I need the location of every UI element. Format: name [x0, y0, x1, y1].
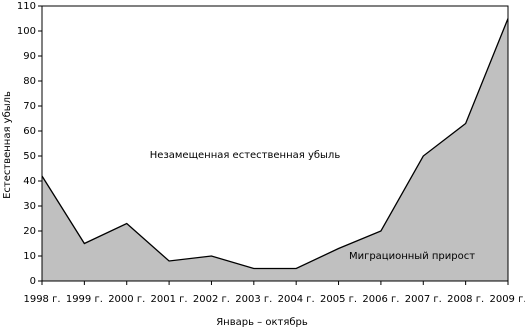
y-tick-label: 0	[30, 276, 36, 287]
x-tick-label: 2006 г.	[362, 294, 399, 305]
line	[41, 18, 509, 270]
x-tick-label: 2008 г.	[447, 294, 484, 305]
y-tick-label: 60	[23, 126, 36, 137]
area	[42, 18, 508, 281]
y-tick-label: 30	[23, 201, 36, 212]
y-tick-label: 10	[23, 251, 36, 262]
annotation: Миграционный прирост	[349, 251, 475, 262]
y-axis-label: Естественная убыль	[2, 91, 13, 199]
x-tick-label: 2004 г.	[278, 294, 315, 305]
x-tick-label: 2007 г.	[405, 294, 442, 305]
x-tick-label: 2005 г.	[320, 294, 357, 305]
y-tick-label: 90	[23, 51, 36, 62]
x-tick-label: 2001 г.	[151, 294, 188, 305]
y-tick-label: 110	[17, 1, 36, 12]
plot-frame	[41, 5, 509, 282]
y-tick-label: 40	[23, 176, 36, 187]
x-tick-label: 2009 г.	[489, 294, 525, 305]
x-tick-label: 2000 г.	[108, 294, 145, 305]
y-tick-label: 100	[17, 26, 36, 37]
x-tick-label: 1999 г.	[66, 294, 103, 305]
y-tick-label: 80	[23, 76, 36, 87]
y-tick-label: 50	[23, 151, 36, 162]
x-tick-label: 2003 г.	[235, 294, 272, 305]
y-tick-label: 20	[23, 226, 36, 237]
x-tick-label: 1998 г.	[23, 294, 60, 305]
x-axis-label: Январь – октябрь	[216, 317, 308, 328]
x-tick-label: 2002 г.	[193, 294, 230, 305]
y-tick-label: 70	[23, 101, 36, 112]
annotation: Незамещенная естественная убыль	[150, 150, 341, 161]
